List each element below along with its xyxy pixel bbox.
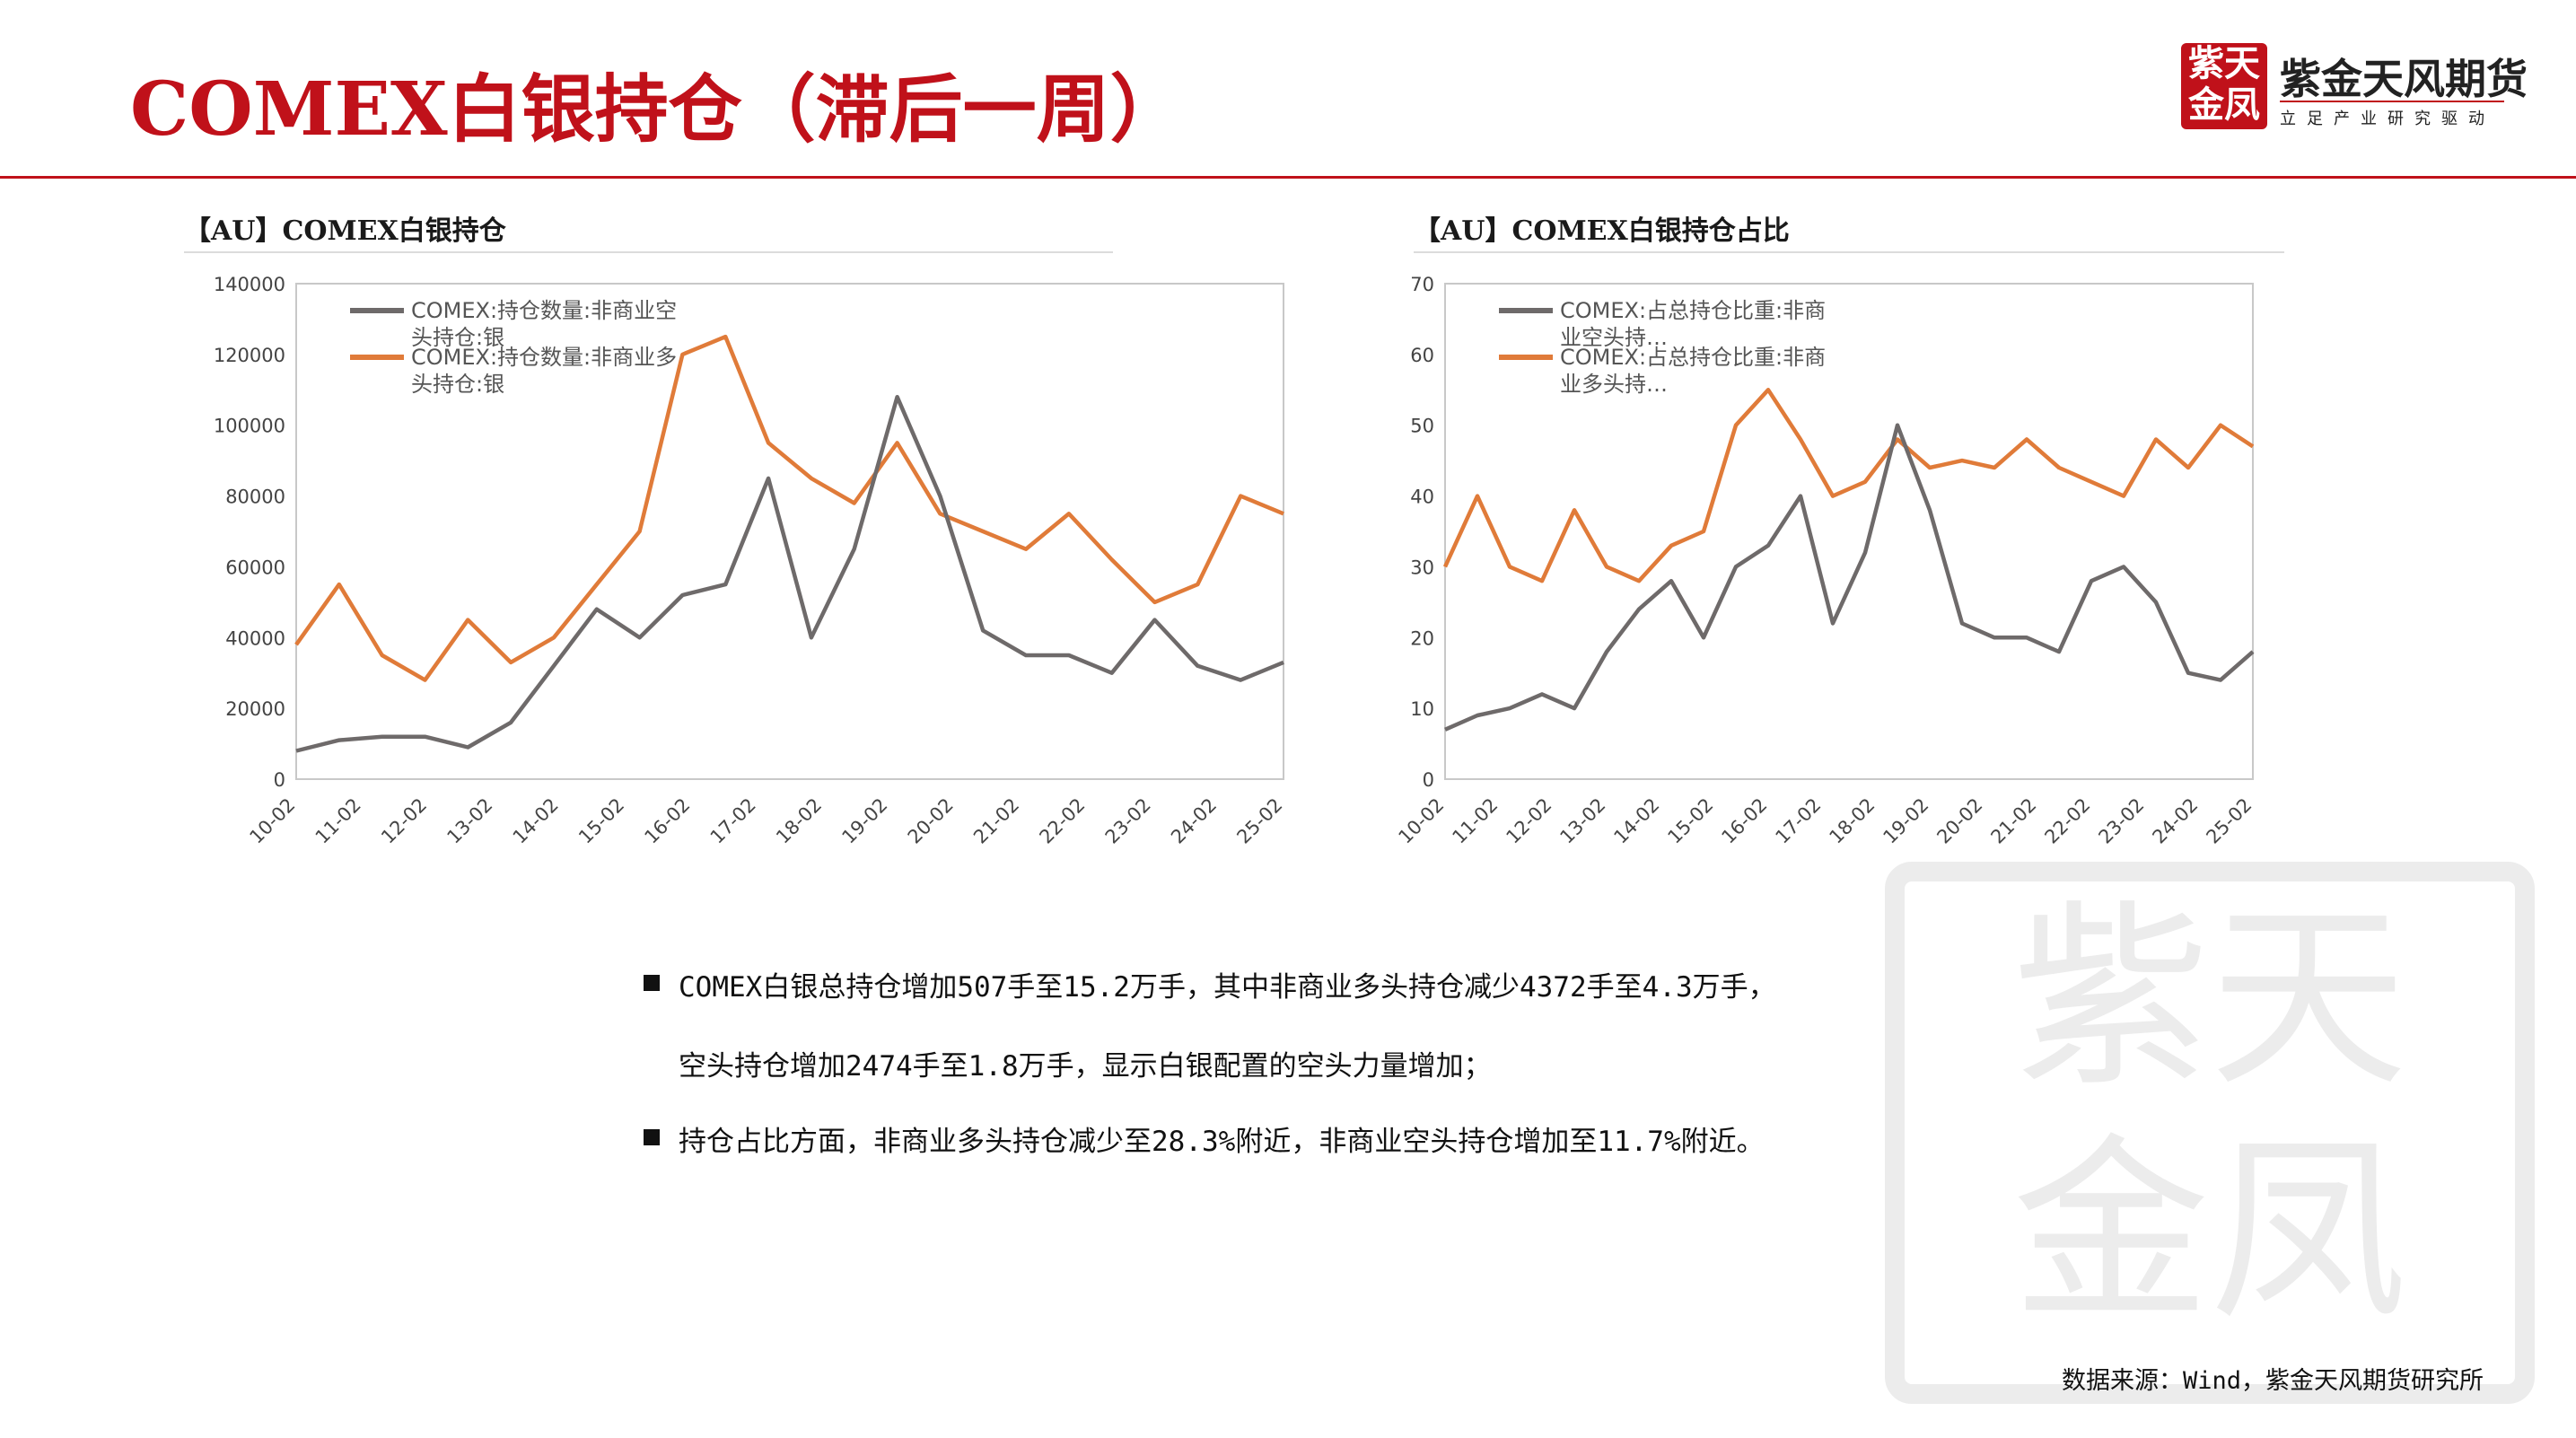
bullet-marker [644,1129,660,1145]
x-tick-label: 21-02 [969,794,1023,848]
right-chart-title-rule [1414,251,2284,253]
brand-logo-icon: 紫天金凤 [2181,43,2267,129]
y-tick-label: 70 [1410,274,1434,295]
x-tick-label: 23-02 [1101,794,1155,848]
x-tick-label: 13-02 [1555,794,1609,848]
brand-slogan: 立足产业研究驱动 [2280,110,2495,128]
series-line-short [295,394,1284,753]
x-tick-label: 19-02 [1879,794,1932,848]
series-line-short [1444,423,2255,732]
y-tick-label: 10 [1410,698,1434,720]
x-tick-label: 22-02 [2040,794,2094,848]
bullet-text-1: COMEX白银总持仓增加507手至15.2万手，其中非商业多头持仓减少4372手… [679,971,1776,1004]
x-tick-label: 20-02 [904,794,958,848]
data-source: 数据来源：Wind，紫金天风期货研究所 [2061,1367,2484,1395]
y-tick-label: 30 [1410,557,1434,578]
plot-area [1444,283,2254,780]
x-tick-label: 19-02 [837,794,891,848]
x-tick-label: 24-02 [1167,794,1221,848]
x-tick-label: 17-02 [706,794,760,848]
y-tick-label: 40 [1410,487,1434,508]
legend-label: COMEX:占总持仓比重:非商业多头持… [1560,345,1826,397]
x-tick-label: 16-02 [640,794,694,848]
legend-label: COMEX:占总持仓比重:非商业空头持… [1560,298,1826,350]
x-tick-label: 14-02 [1609,794,1663,848]
page-title: COMEX白银持仓（滞后一周） [130,66,1184,153]
x-tick-label: 12-02 [377,794,431,848]
x-tick-label: 15-02 [574,794,628,848]
logo-mark-text: 紫天金凤 [2188,42,2260,126]
series-line-long [294,334,1284,682]
y-tick-label: 20 [1410,627,1434,649]
brand-underline [2280,101,2504,102]
x-tick-label: 13-02 [442,794,496,848]
x-tick-label: 12-02 [1502,794,1555,848]
x-tick-label: 11-02 [311,794,365,848]
y-tick-label: 120000 [214,345,285,366]
x-tick-label: 10-02 [1394,794,1448,848]
y-tick-label: 60000 [225,557,285,578]
x-tick-label: 24-02 [2148,794,2202,848]
x-tick-label: 17-02 [1771,794,1825,848]
y-tick-label: 80000 [225,487,285,508]
header-divider [0,176,2576,179]
left-chart: 0 20000 40000 60000 80000 100000 120000 140000 1… [214,274,1287,848]
left-chart-title: 【AU】COMEX白银持仓 [184,215,506,247]
bullet-marker [644,975,660,991]
plot-area [295,283,1284,780]
y-tick-label: 0 [1423,769,1434,791]
x-tick-label: 21-02 [1986,794,2040,848]
series-line-long [1442,388,2255,583]
x-tick-label: 25-02 [2202,794,2256,848]
x-tick-label: 18-02 [1825,794,1879,848]
right-chart: 0 10 20 30 40 50 60 70 10-02 11-02 12-02 13-02 14-02… [1394,274,2256,848]
y-tick-label: 0 [274,769,285,791]
bullet-text-2: 空头持仓增加2474手至1.8万手，显示白银配置的空头力量增加； [679,1050,1492,1083]
x-tick-label: 16-02 [1717,794,1771,848]
y-tick-label: 60 [1410,345,1434,366]
right-chart-title: 【AU】COMEX白银持仓占比 [1414,215,1790,247]
bullet-text-3: 持仓占比方面，非商业多头持仓减少至28.3%附近，非商业空头持仓增加至11.7%… [679,1126,1765,1158]
y-tick-label: 100000 [214,416,285,437]
legend-label: COMEX:持仓数量:非商业多头持仓:银 [411,345,677,397]
x-tick-label: 11-02 [1448,794,1502,848]
x-tick-label: 18-02 [772,794,826,848]
legend-label: COMEX:持仓数量:非商业空头持仓:银 [411,298,677,350]
x-tick-label: 23-02 [2094,794,2148,848]
x-tick-label: 20-02 [1932,794,1986,848]
y-tick-label: 20000 [225,698,285,720]
y-tick-label: 140000 [214,274,285,295]
left-chart-title-rule [184,251,1113,253]
y-tick-label: 40000 [225,627,285,649]
x-tick-label: 14-02 [509,794,563,848]
watermark-logo-icon: 紫天 金凤 [1885,862,2535,1404]
x-tick-label: 15-02 [1663,794,1717,848]
x-tick-label: 22-02 [1035,794,1089,848]
y-tick-label: 50 [1410,416,1434,437]
brand-name: 紫金天风期货 [2280,55,2528,103]
x-tick-label: 25-02 [1232,794,1286,848]
x-tick-label: 10-02 [245,794,299,848]
